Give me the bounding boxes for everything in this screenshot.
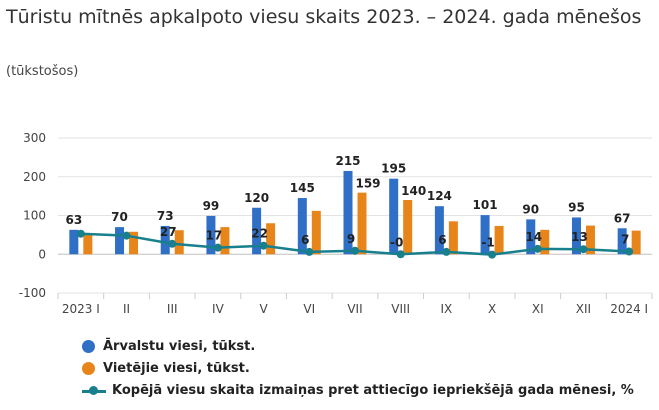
point-change-8 [442, 247, 451, 256]
data-label-foreign-4: 120 [244, 191, 269, 205]
bar-local-7 [403, 200, 413, 255]
data-label-foreign-5: 145 [290, 181, 315, 195]
bar-foreign-7 [389, 178, 399, 255]
point-change-4 [259, 241, 268, 250]
point-change-1 [122, 231, 131, 240]
bar-local-1 [129, 231, 139, 255]
x-tick-label-7: VIII [391, 302, 410, 316]
data-label-change-9: -1 [481, 236, 494, 250]
legend-foreign-marker [82, 339, 95, 353]
x-tick-label-11: XII [576, 302, 591, 316]
legend-change-marker [82, 384, 106, 397]
legend-item-foreign[interactable]: Ārvalstu viesi, tūkst. [82, 336, 634, 356]
data-label-foreign-10: 90 [522, 202, 539, 216]
legend-foreign-label: Ārvalstu viesi, tūkst. [103, 338, 256, 354]
bar-foreign-12 [617, 228, 627, 255]
y-tick-label-2: 100 [23, 209, 46, 223]
bar-local-0 [83, 233, 93, 255]
x-tick-label-1: II [123, 302, 130, 316]
chart-title: Tūristu mītnēs apkalpoto viesu skaits 20… [6, 6, 642, 28]
bar-foreign-6 [343, 170, 353, 255]
point-change-12 [625, 247, 634, 256]
x-tick-label-10: XI [532, 302, 544, 316]
x-tick-label-8: IX [441, 302, 453, 316]
bar-foreign-5 [297, 198, 307, 255]
bar-local-2 [174, 230, 184, 255]
y-tick-label-0: -100 [19, 286, 46, 300]
bar-local-5 [311, 210, 321, 255]
data-label-foreign-12: 67 [614, 211, 631, 225]
bar-foreign-9 [480, 215, 490, 255]
x-tick-label-0: 2023 I [62, 302, 100, 316]
data-label-change-11: 13 [571, 230, 588, 244]
bar-foreign-11 [571, 217, 581, 255]
data-label-change-7: -0 [390, 235, 403, 249]
point-change-7 [396, 250, 405, 259]
bar-local-11 [585, 225, 595, 255]
point-change-11 [579, 245, 588, 254]
bar-foreign-3 [206, 215, 216, 255]
chart-subtitle: (tūkstošos) [6, 64, 79, 79]
point-change-6 [351, 246, 359, 255]
point-change-2 [168, 239, 177, 248]
x-tick-label-5: VI [303, 302, 315, 316]
y-tick-label-4: 300 [23, 131, 46, 145]
point-change-5 [305, 247, 314, 256]
data-label-change-2: 27 [160, 225, 177, 239]
data-label-change-5: 6 [301, 233, 309, 247]
legend-local-marker [82, 361, 95, 375]
chart-legend: Ārvalstu viesi, tūkst. Vietējie viesi, t… [82, 336, 634, 402]
x-tick-label-4: V [260, 302, 269, 316]
point-change-9 [488, 250, 497, 259]
legend-item-change[interactable]: Kopējā viesu skaita izmaiņas pret attiec… [82, 380, 634, 400]
bar-local-10 [540, 229, 550, 255]
bar-foreign-2 [160, 225, 170, 255]
data-label-foreign-7: 195 [381, 162, 406, 176]
x-tick-label-12: 2024 I [610, 302, 648, 316]
point-change-0 [76, 229, 85, 238]
y-tick-label-3: 200 [23, 170, 46, 184]
data-label-foreign-8: 124 [427, 189, 452, 203]
x-tick-label-2: III [167, 302, 178, 316]
bar-foreign-0 [69, 229, 79, 255]
data-label-change-10: 14 [525, 230, 542, 244]
data-label-foreign-3: 99 [203, 199, 220, 213]
bar-local-9 [494, 225, 504, 255]
data-label-foreign-1: 70 [111, 210, 128, 224]
data-label-change-6: 9 [347, 232, 355, 246]
bar-foreign-4 [252, 207, 262, 255]
data-label-foreign-2: 73 [157, 209, 174, 223]
data-label-local-7: 140 [401, 184, 426, 198]
data-label-change-3: 17 [206, 229, 223, 243]
x-tick-label-9: X [488, 302, 496, 316]
bar-local-12 [631, 230, 641, 255]
bar-foreign-1 [115, 227, 125, 255]
x-tick-label-3: IV [212, 302, 225, 316]
data-label-foreign-0: 63 [65, 213, 82, 227]
bar-local-8 [448, 221, 458, 255]
data-label-foreign-6: 215 [335, 154, 360, 168]
data-label-change-8: 6 [438, 233, 446, 247]
data-label-local-6: 159 [355, 177, 380, 191]
legend-change-label: Kopējā viesu skaita izmaiņas pret attiec… [112, 382, 634, 398]
legend-item-local[interactable]: Vietējie viesi, tūkst. [82, 358, 634, 378]
bar-local-4 [266, 223, 276, 255]
data-label-foreign-11: 95 [568, 200, 585, 214]
bar-local-6 [357, 192, 367, 255]
bar-foreign-8 [434, 206, 444, 255]
data-label-change-12: 7 [621, 233, 629, 247]
data-label-foreign-9: 101 [473, 198, 498, 212]
bar-foreign-10 [526, 219, 536, 255]
y-tick-label-1: 0 [38, 247, 46, 261]
point-change-10 [533, 244, 542, 253]
bar-local-3 [220, 227, 230, 255]
data-label-change-4: 22 [251, 227, 268, 241]
x-tick-label-6: VII [347, 302, 362, 316]
legend-local-label: Vietējie viesi, tūkst. [103, 360, 250, 376]
point-change-3 [213, 243, 222, 252]
